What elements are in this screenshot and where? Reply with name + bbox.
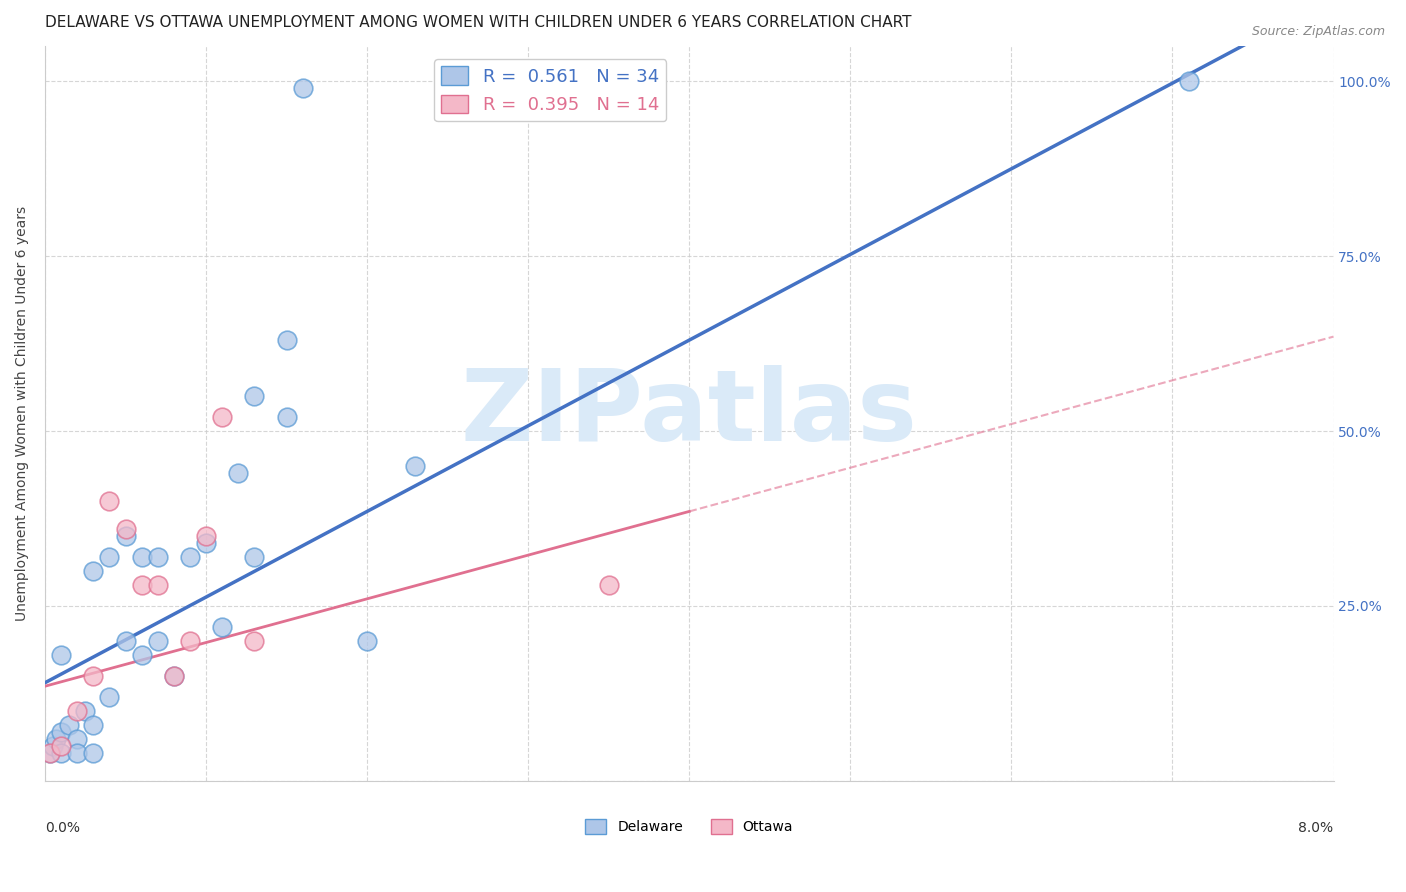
Point <box>98 690 121 704</box>
Point <box>211 410 233 425</box>
Point <box>276 410 298 425</box>
Legend: R =  0.561   N = 34, R =  0.395   N = 14: R = 0.561 N = 34, R = 0.395 N = 14 <box>434 59 666 121</box>
Point <box>82 746 104 760</box>
Text: 8.0%: 8.0% <box>1298 821 1333 835</box>
Point <box>98 549 121 564</box>
Point <box>45 731 67 746</box>
Point <box>131 549 153 564</box>
Point <box>75 704 97 718</box>
Point <box>114 529 136 543</box>
Point <box>356 633 378 648</box>
Point <box>49 739 72 753</box>
Point <box>114 522 136 536</box>
Point <box>82 564 104 578</box>
Point <box>1177 74 1199 88</box>
Point <box>82 717 104 731</box>
Point <box>49 746 72 760</box>
Point <box>163 669 186 683</box>
Point <box>598 578 620 592</box>
Point <box>179 549 201 564</box>
Point <box>243 633 266 648</box>
Point <box>243 549 266 564</box>
Point <box>49 648 72 662</box>
Y-axis label: Unemployment Among Women with Children Under 6 years: Unemployment Among Women with Children U… <box>15 206 30 621</box>
Point <box>291 81 314 95</box>
Point <box>58 717 80 731</box>
Point <box>276 333 298 347</box>
Point <box>66 704 89 718</box>
Point <box>163 669 186 683</box>
Text: Source: ZipAtlas.com: Source: ZipAtlas.com <box>1251 25 1385 38</box>
Point <box>131 648 153 662</box>
Point <box>146 549 169 564</box>
Point <box>38 746 60 760</box>
Point <box>146 578 169 592</box>
Point <box>195 529 218 543</box>
Point <box>82 669 104 683</box>
Point <box>146 633 169 648</box>
Point <box>211 620 233 634</box>
Point <box>195 536 218 550</box>
Point <box>49 724 72 739</box>
Text: 0.0%: 0.0% <box>45 821 80 835</box>
Point <box>404 458 426 473</box>
Point <box>114 633 136 648</box>
Point <box>243 389 266 403</box>
Point <box>66 731 89 746</box>
Point <box>38 746 60 760</box>
Point <box>66 746 89 760</box>
Text: DELAWARE VS OTTAWA UNEMPLOYMENT AMONG WOMEN WITH CHILDREN UNDER 6 YEARS CORRELAT: DELAWARE VS OTTAWA UNEMPLOYMENT AMONG WO… <box>45 15 911 30</box>
Point <box>179 633 201 648</box>
Point <box>98 494 121 508</box>
Text: ZIPatlas: ZIPatlas <box>461 365 918 462</box>
Point <box>42 739 65 753</box>
Point <box>226 466 249 480</box>
Point <box>131 578 153 592</box>
